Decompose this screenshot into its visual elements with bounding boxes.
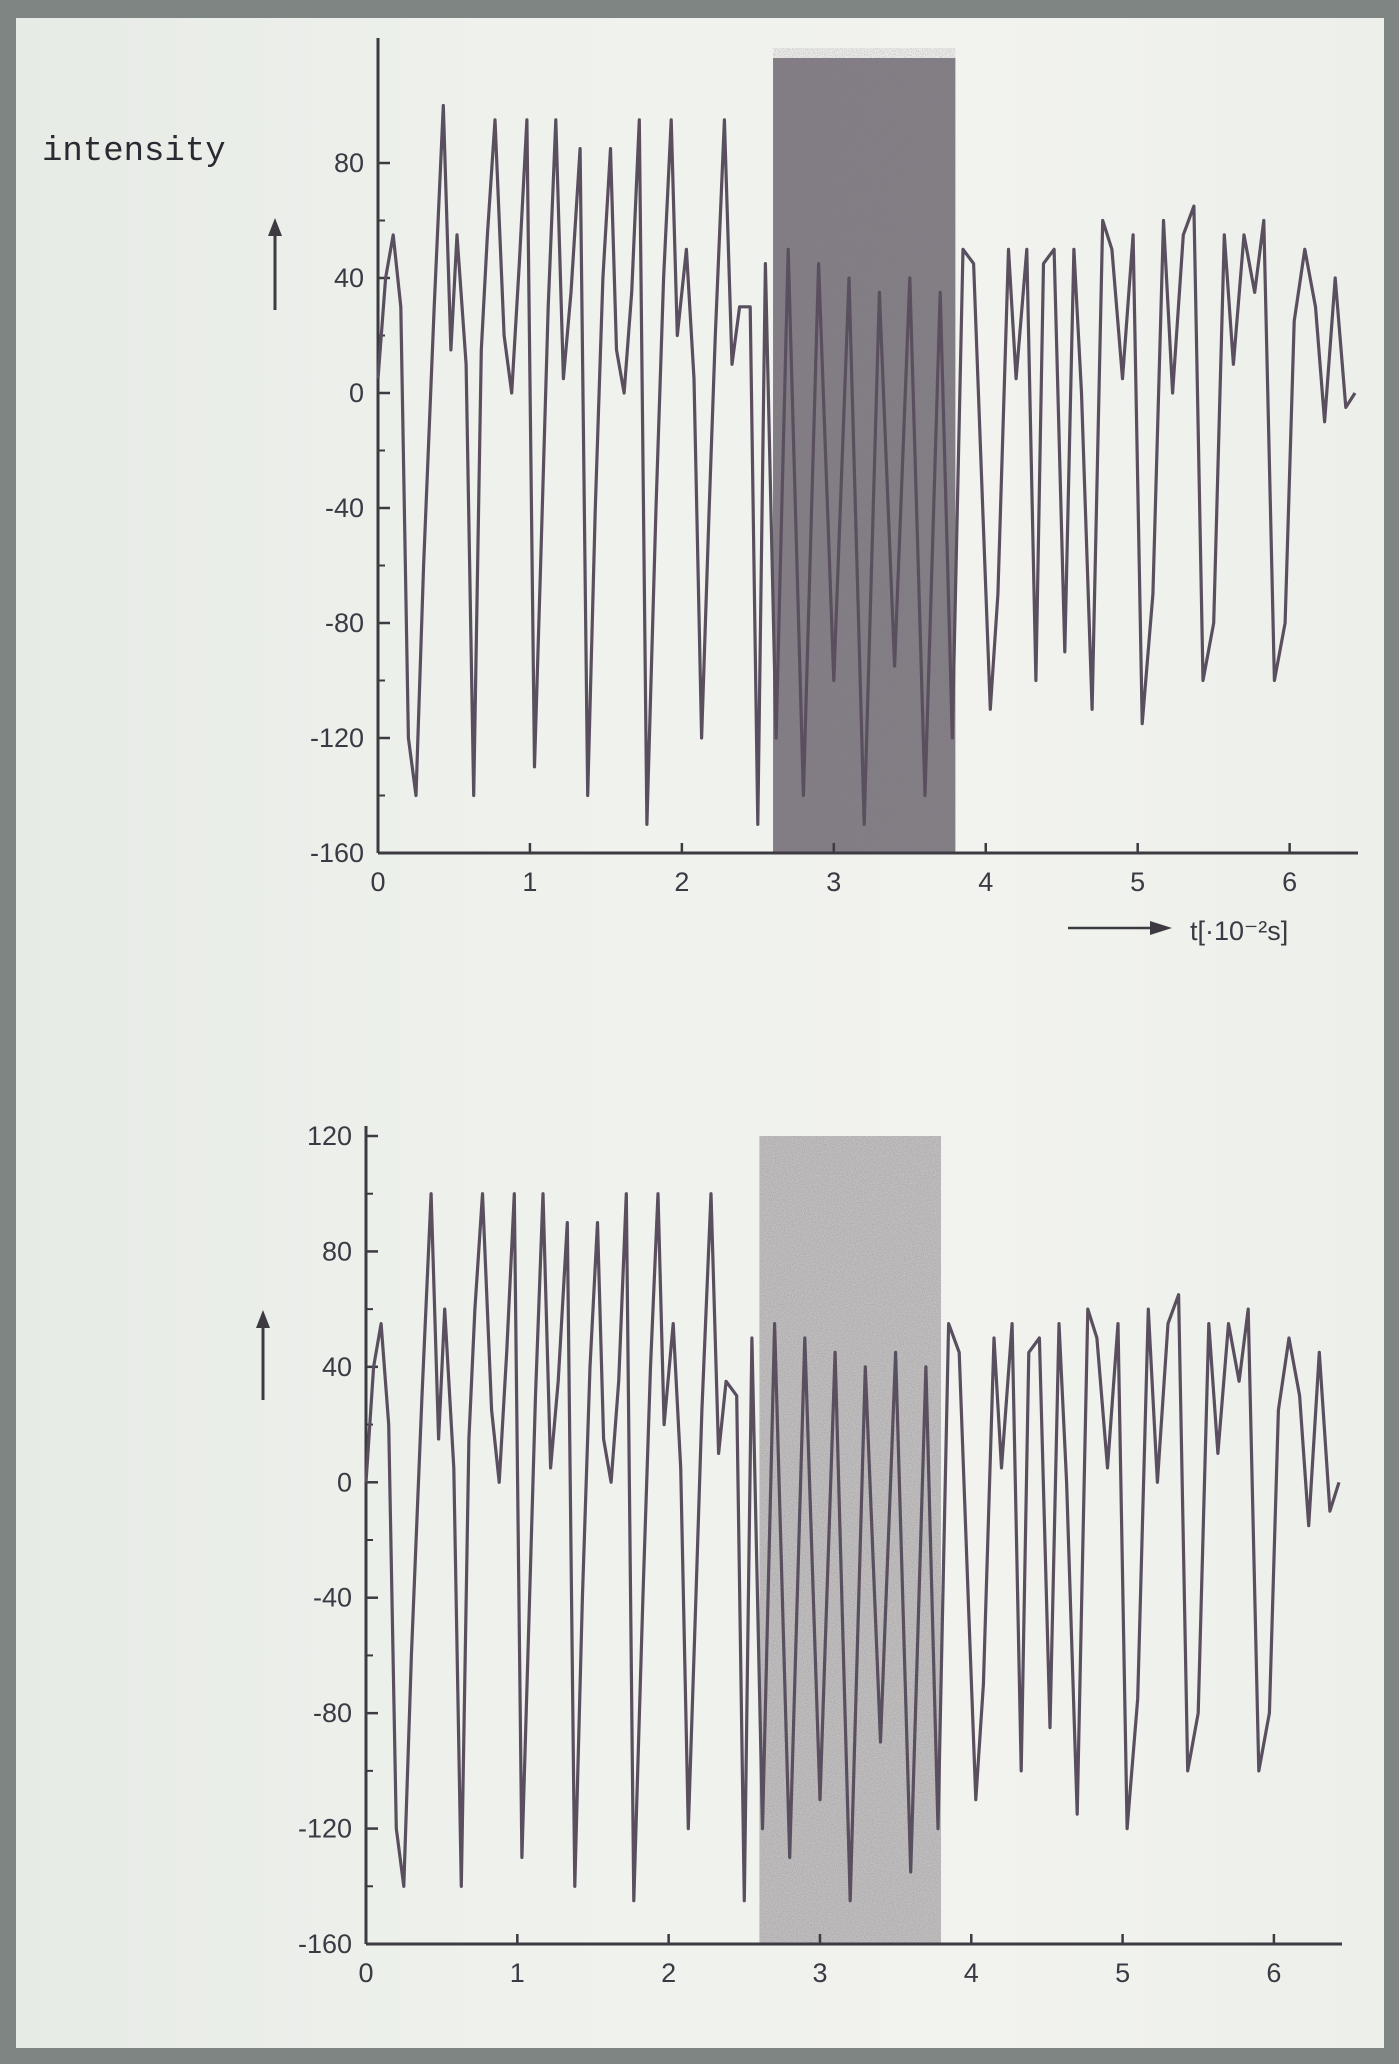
paper-background: [16, 18, 1384, 2048]
y-tick-label: -160: [310, 838, 364, 868]
y-tick-label: -120: [310, 723, 364, 753]
y-tick-label: -80: [313, 1698, 352, 1728]
x-tick-label: 6: [1282, 867, 1297, 897]
x-axis-arrowhead: [1150, 921, 1172, 935]
y-tick-label: -120: [298, 1814, 352, 1844]
y-tick-label: -40: [325, 493, 364, 523]
x-tick-label: 4: [978, 867, 993, 897]
x-axis-label: t[·10⁻²s]: [1190, 916, 1288, 946]
x-tick-label: 3: [812, 1958, 827, 1988]
x-tick-label: 1: [522, 867, 537, 897]
y-axis-arrowhead: [256, 1310, 270, 1328]
y-tick-label: -160: [298, 1929, 352, 1959]
y-tick-label: 40: [334, 263, 364, 293]
y-tick-label: 80: [322, 1236, 352, 1266]
y-axis-label: intensity: [42, 133, 226, 171]
y-tick-label: 80: [334, 148, 364, 178]
y-axis-arrowhead: [268, 218, 282, 236]
x-tick-label: 2: [661, 1958, 676, 1988]
y-tick-label: 120: [307, 1121, 352, 1151]
y-tick-label: 0: [337, 1467, 352, 1497]
y-tick-label: 40: [322, 1352, 352, 1382]
series-line: [376, 103, 1357, 826]
x-tick-label: 2: [674, 867, 689, 897]
x-tick-label: 3: [826, 867, 841, 897]
x-tick-label: 5: [1130, 867, 1145, 897]
x-tick-label: 6: [1266, 1958, 1281, 1988]
y-tick-label: -40: [313, 1583, 352, 1613]
x-tick-label: 4: [964, 1958, 979, 1988]
y-tick-label: 0: [349, 378, 364, 408]
x-tick-label: 1: [510, 1958, 525, 1988]
shaded-region-grain: [773, 48, 956, 853]
x-tick-label: 0: [370, 867, 385, 897]
x-tick-label: 5: [1115, 1958, 1130, 1988]
series-line: [364, 1192, 1341, 1903]
y-tick-label: -80: [325, 608, 364, 638]
x-tick-label: 0: [358, 1958, 373, 1988]
